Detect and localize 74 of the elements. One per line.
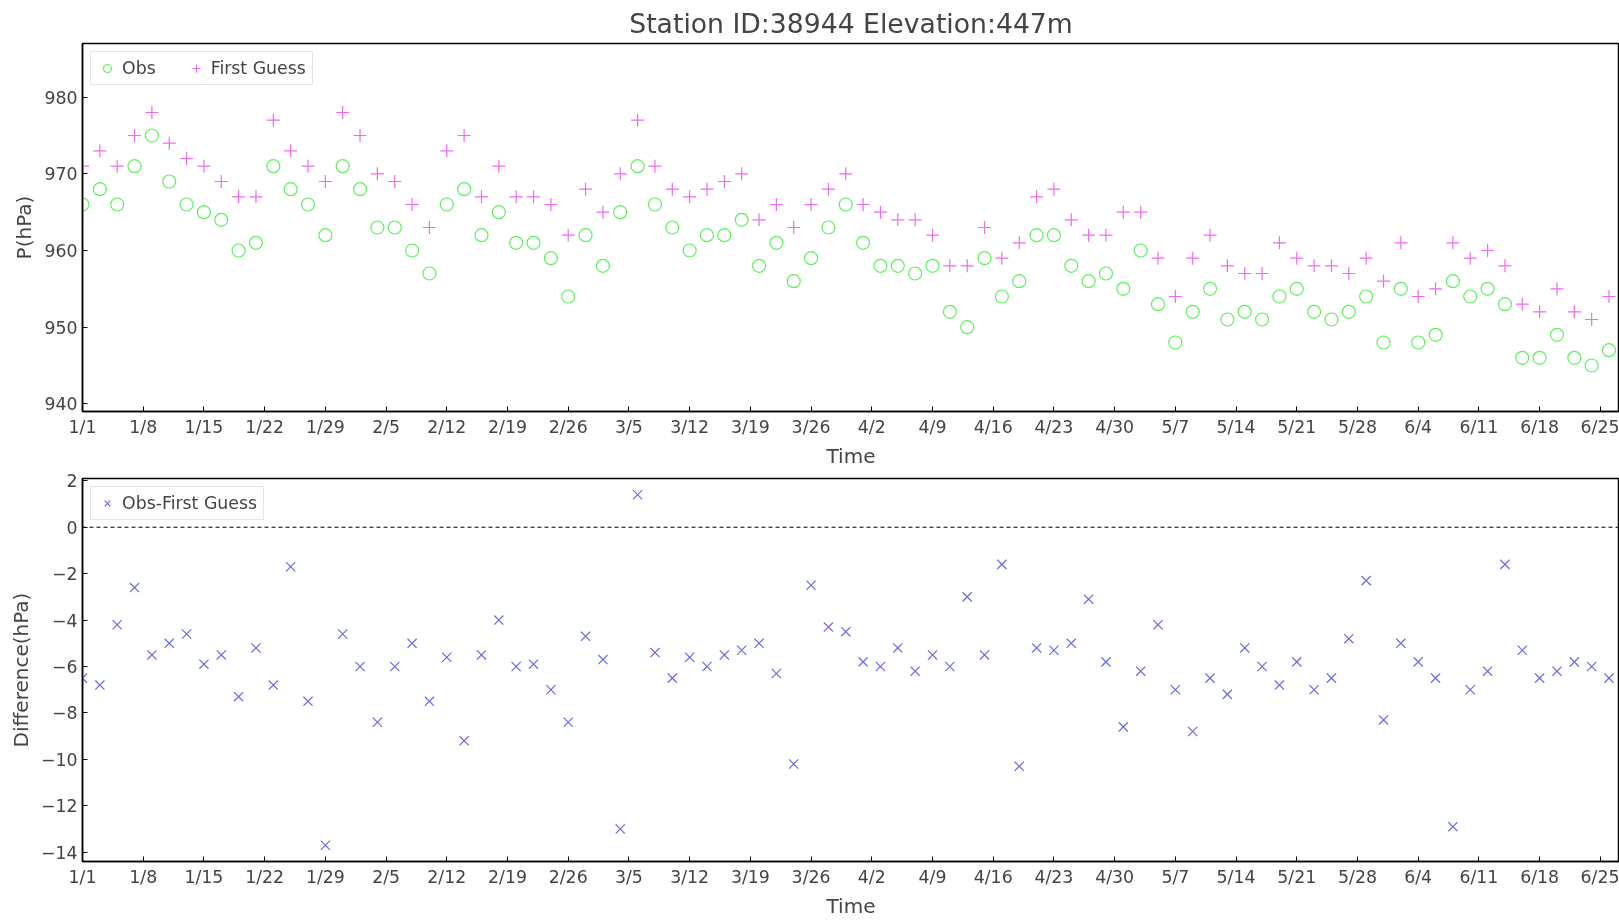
x-tick-label: 6/25: [1580, 416, 1619, 437]
x-tick-label: 4/9: [918, 866, 947, 887]
y-tick-label: 950: [44, 317, 78, 338]
x-tick-label: 2/5: [372, 416, 401, 437]
x-tick-label: 3/19: [730, 416, 770, 437]
y-tick-label: −2: [51, 564, 78, 585]
y-axis-title: P(hPa): [12, 195, 37, 260]
x-tick-label: 6/4: [1404, 866, 1433, 887]
x-tick-label: 3/5: [614, 866, 643, 887]
y-tick-label: −10: [40, 749, 78, 770]
x-tick-label: 6/11: [1459, 416, 1499, 437]
x-tick-label: 4/23: [1034, 866, 1074, 887]
x-tick-label: 5/21: [1277, 866, 1317, 887]
x-tick-label: 1/8: [129, 866, 158, 887]
x-axis-title: Time: [825, 443, 876, 468]
y-tick-label: −6: [51, 657, 78, 678]
x-tick-label: 6/25: [1580, 866, 1619, 887]
x-tick-label: 2/26: [548, 416, 588, 437]
x-tick-label: 2/12: [427, 866, 467, 887]
x-tick-label: 5/28: [1338, 416, 1377, 437]
x-tick-label: 1/1: [68, 866, 97, 887]
x-tick-label: 3/12: [670, 866, 710, 887]
x-tick-label: 5/21: [1277, 416, 1317, 437]
x-tick-label: 1/22: [245, 416, 285, 437]
x-tick-label: 2/19: [488, 866, 527, 887]
x-tick-label: 6/4: [1404, 416, 1433, 437]
x-tick-label: 5/14: [1216, 866, 1256, 887]
x-tick-label: 3/12: [670, 416, 710, 437]
y-tick-label: 980: [44, 87, 78, 108]
x-tick-label: 4/16: [973, 866, 1013, 887]
legend-label: Obs: [122, 58, 156, 78]
x-tick-label: 6/18: [1520, 866, 1560, 887]
y-tick-label: −12: [40, 796, 78, 817]
legend-label: Obs-First Guess: [122, 493, 258, 513]
x-tick-label: 4/30: [1095, 866, 1135, 887]
x-tick-label: 1/22: [245, 866, 285, 887]
y-tick-label: 940: [44, 394, 78, 415]
x-tick-label: 4/2: [857, 416, 886, 437]
x-tick-label: 1/15: [184, 416, 224, 437]
x-tick-label: 5/28: [1338, 866, 1377, 887]
x-tick-label: 2/26: [548, 866, 588, 887]
y-tick-label: 960: [44, 241, 78, 261]
x-tick-label: 5/7: [1161, 416, 1190, 437]
x-tick-label: 1/1: [68, 416, 97, 437]
x-tick-label: 4/23: [1034, 416, 1074, 437]
chart-title: Station ID:38944 Elevation:447m: [629, 7, 1073, 39]
y-tick-label: 0: [66, 517, 78, 538]
x-tick-label: 3/5: [614, 416, 643, 437]
x-tick-label: 3/19: [730, 866, 770, 887]
x-tick-label: 1/8: [129, 416, 158, 437]
x-tick-label: 1/29: [305, 866, 345, 887]
x-tick-label: 2/12: [427, 416, 467, 437]
x-tick-label: 4/9: [918, 416, 947, 437]
y-axis-title: Difference(hPa): [8, 592, 33, 748]
x-tick-label: 4/2: [857, 866, 886, 887]
x-tick-label: 2/5: [372, 866, 401, 887]
x-axis-title: Time: [825, 893, 876, 918]
y-tick-label: −14: [40, 842, 78, 863]
x-tick-label: 6/11: [1459, 866, 1499, 887]
x-tick-label: 3/26: [791, 866, 831, 887]
x-tick-label: 4/30: [1095, 416, 1135, 437]
y-tick-label: 970: [44, 164, 78, 185]
x-tick-label: 6/18: [1520, 416, 1560, 437]
x-tick-label: 2/19: [488, 416, 527, 437]
y-tick-label: −4: [51, 610, 78, 631]
x-tick-label: 3/26: [791, 416, 831, 437]
x-tick-label: 1/15: [184, 866, 224, 887]
x-tick-label: 1/29: [305, 416, 345, 437]
x-tick-label: 4/16: [973, 416, 1013, 437]
y-tick-label: 2: [66, 471, 78, 492]
legend-label: First Guess: [210, 58, 306, 78]
x-tick-label: 5/14: [1216, 416, 1256, 437]
y-tick-label: −8: [51, 703, 78, 724]
x-tick-label: 5/7: [1161, 866, 1190, 887]
